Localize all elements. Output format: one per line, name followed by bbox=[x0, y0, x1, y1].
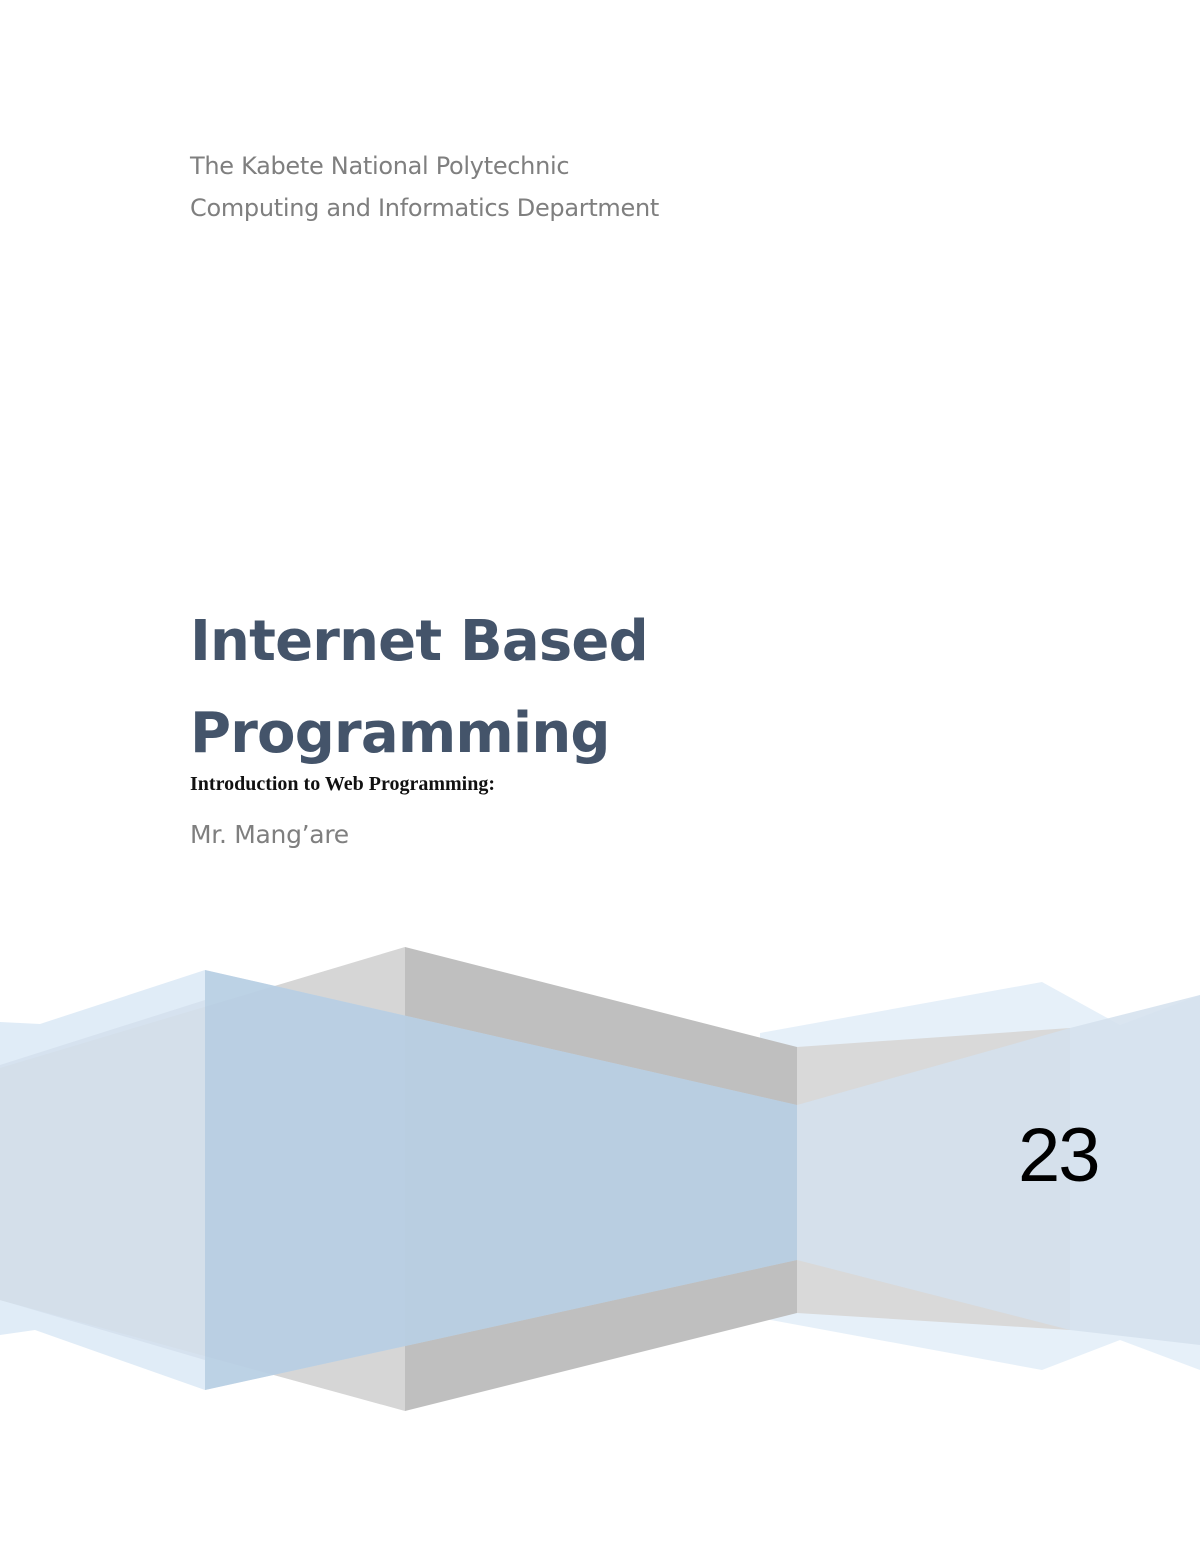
document-subtitle: Introduction to Web Programming: bbox=[190, 773, 496, 795]
department-name: Computing and Informatics Department bbox=[190, 194, 659, 222]
institution-name: The Kabete National Polytechnic bbox=[190, 152, 570, 180]
title-line-1: Internet Based bbox=[190, 609, 649, 674]
author-name: Mr. Mang’are bbox=[190, 820, 349, 849]
front-panel-blue bbox=[205, 970, 797, 1390]
title-line-2: Programming bbox=[190, 701, 610, 766]
year-label: 23 bbox=[1018, 1113, 1101, 1198]
document-title: Internet Based Programming bbox=[190, 596, 649, 780]
